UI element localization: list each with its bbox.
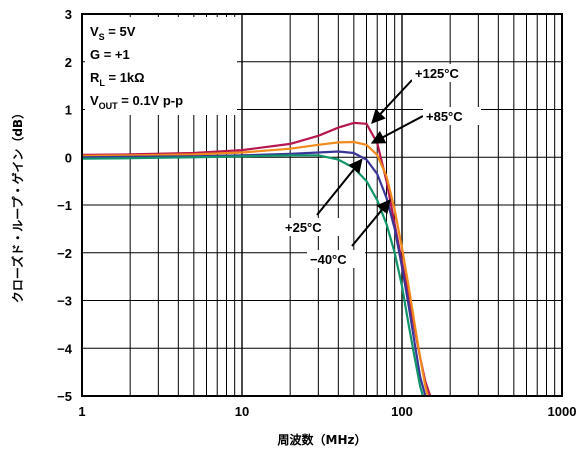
callout-background: [282, 218, 340, 236]
x-axis-title: 周波数（MHz）: [278, 432, 367, 447]
callout-arrow: [370, 115, 424, 144]
y-tick-label: −5: [57, 389, 72, 404]
y-tick-label: −4: [57, 341, 73, 356]
series-callouts: +125°C +85°C +25°C −40°C: [282, 64, 481, 268]
y-tick-label: 0: [65, 150, 72, 165]
callout-background: [423, 107, 481, 125]
callout-arrow: [351, 199, 391, 247]
condition-line: VOUT = 0.1V p-p: [90, 93, 183, 111]
plot-frame: [81, 13, 563, 397]
y-tick-label: 3: [65, 7, 72, 22]
callout-arrow: [371, 79, 413, 124]
callout-label: +25°C: [285, 220, 322, 235]
callout-arrow: [316, 158, 363, 216]
x-tick-label: 100: [391, 404, 413, 419]
y-tick-label: −2: [57, 246, 72, 261]
series-line-1: [81, 140, 429, 397]
series-line-0: [81, 121, 432, 397]
condition-line: VS = 5V: [90, 24, 136, 42]
callout-label: −40°C: [310, 252, 347, 267]
x-tick-label: 1000: [548, 404, 577, 419]
condition-line: RL = 1kΩ: [90, 70, 145, 88]
condition-line: G = +1: [90, 47, 130, 62]
callout-background: [307, 250, 365, 268]
callout-background: [412, 64, 470, 82]
y-tick-label: 2: [65, 55, 72, 70]
y-tick-label: 1: [65, 103, 72, 118]
series-line-3: [81, 154, 424, 397]
conditions-background: [85, 17, 237, 115]
callout-label: +85°C: [426, 109, 463, 124]
x-tick-label: 1: [78, 404, 85, 419]
callout-label: +125°C: [415, 66, 459, 81]
series-line-2: [81, 150, 427, 397]
conditions-box: VS = 5V G = +1 RL = 1kΩ VOUT = 0.1V p-p: [85, 17, 237, 115]
y-tick-label: −3: [57, 294, 72, 309]
y-tick-label: −1: [57, 198, 72, 213]
x-tick-label: 10: [235, 404, 249, 419]
y-axis-title: クローズド・ループ・ゲイン（dB）: [10, 107, 25, 303]
series-lines: [81, 121, 432, 397]
